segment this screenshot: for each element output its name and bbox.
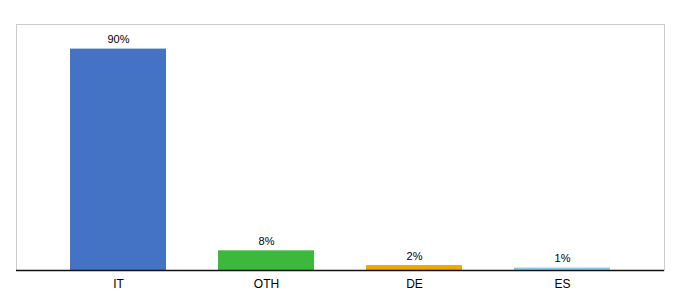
- svg-text:IT: IT: [113, 277, 124, 291]
- svg-text:90%: 90%: [107, 33, 129, 45]
- svg-text:OTH: OTH: [254, 277, 279, 291]
- svg-text:DE: DE: [406, 277, 423, 291]
- svg-text:ES: ES: [554, 277, 570, 291]
- svg-text:8%: 8%: [259, 235, 275, 247]
- svg-text:1%: 1%: [555, 252, 571, 264]
- svg-text:2%: 2%: [407, 250, 423, 262]
